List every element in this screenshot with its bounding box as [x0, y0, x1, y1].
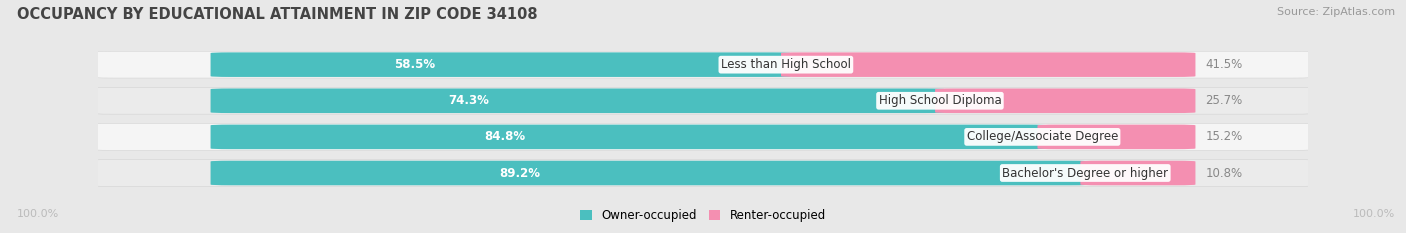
- Text: 84.8%: 84.8%: [484, 130, 526, 143]
- FancyBboxPatch shape: [780, 52, 1195, 77]
- Text: 25.7%: 25.7%: [1205, 94, 1243, 107]
- FancyBboxPatch shape: [1080, 161, 1195, 185]
- FancyBboxPatch shape: [89, 87, 1317, 114]
- Text: 41.5%: 41.5%: [1205, 58, 1243, 71]
- Text: College/Associate Degree: College/Associate Degree: [967, 130, 1118, 143]
- Text: 15.2%: 15.2%: [1205, 130, 1243, 143]
- FancyBboxPatch shape: [211, 89, 945, 113]
- Legend: Owner-occupied, Renter-occupied: Owner-occupied, Renter-occupied: [575, 205, 831, 227]
- FancyBboxPatch shape: [935, 89, 1195, 113]
- Text: 100.0%: 100.0%: [17, 209, 59, 219]
- Text: High School Diploma: High School Diploma: [879, 94, 1001, 107]
- FancyBboxPatch shape: [89, 123, 1317, 150]
- Text: 10.8%: 10.8%: [1205, 167, 1243, 179]
- Text: 58.5%: 58.5%: [395, 58, 436, 71]
- FancyBboxPatch shape: [89, 160, 1317, 186]
- Text: Less than High School: Less than High School: [721, 58, 851, 71]
- Text: 74.3%: 74.3%: [449, 94, 489, 107]
- Text: 100.0%: 100.0%: [1353, 209, 1395, 219]
- FancyBboxPatch shape: [89, 51, 1317, 78]
- Text: Source: ZipAtlas.com: Source: ZipAtlas.com: [1277, 7, 1395, 17]
- FancyBboxPatch shape: [211, 161, 1090, 185]
- Text: 89.2%: 89.2%: [499, 167, 540, 179]
- FancyBboxPatch shape: [211, 125, 1047, 149]
- FancyBboxPatch shape: [1038, 125, 1195, 149]
- FancyBboxPatch shape: [211, 52, 790, 77]
- Text: OCCUPANCY BY EDUCATIONAL ATTAINMENT IN ZIP CODE 34108: OCCUPANCY BY EDUCATIONAL ATTAINMENT IN Z…: [17, 7, 537, 22]
- Text: Bachelor's Degree or higher: Bachelor's Degree or higher: [1002, 167, 1168, 179]
